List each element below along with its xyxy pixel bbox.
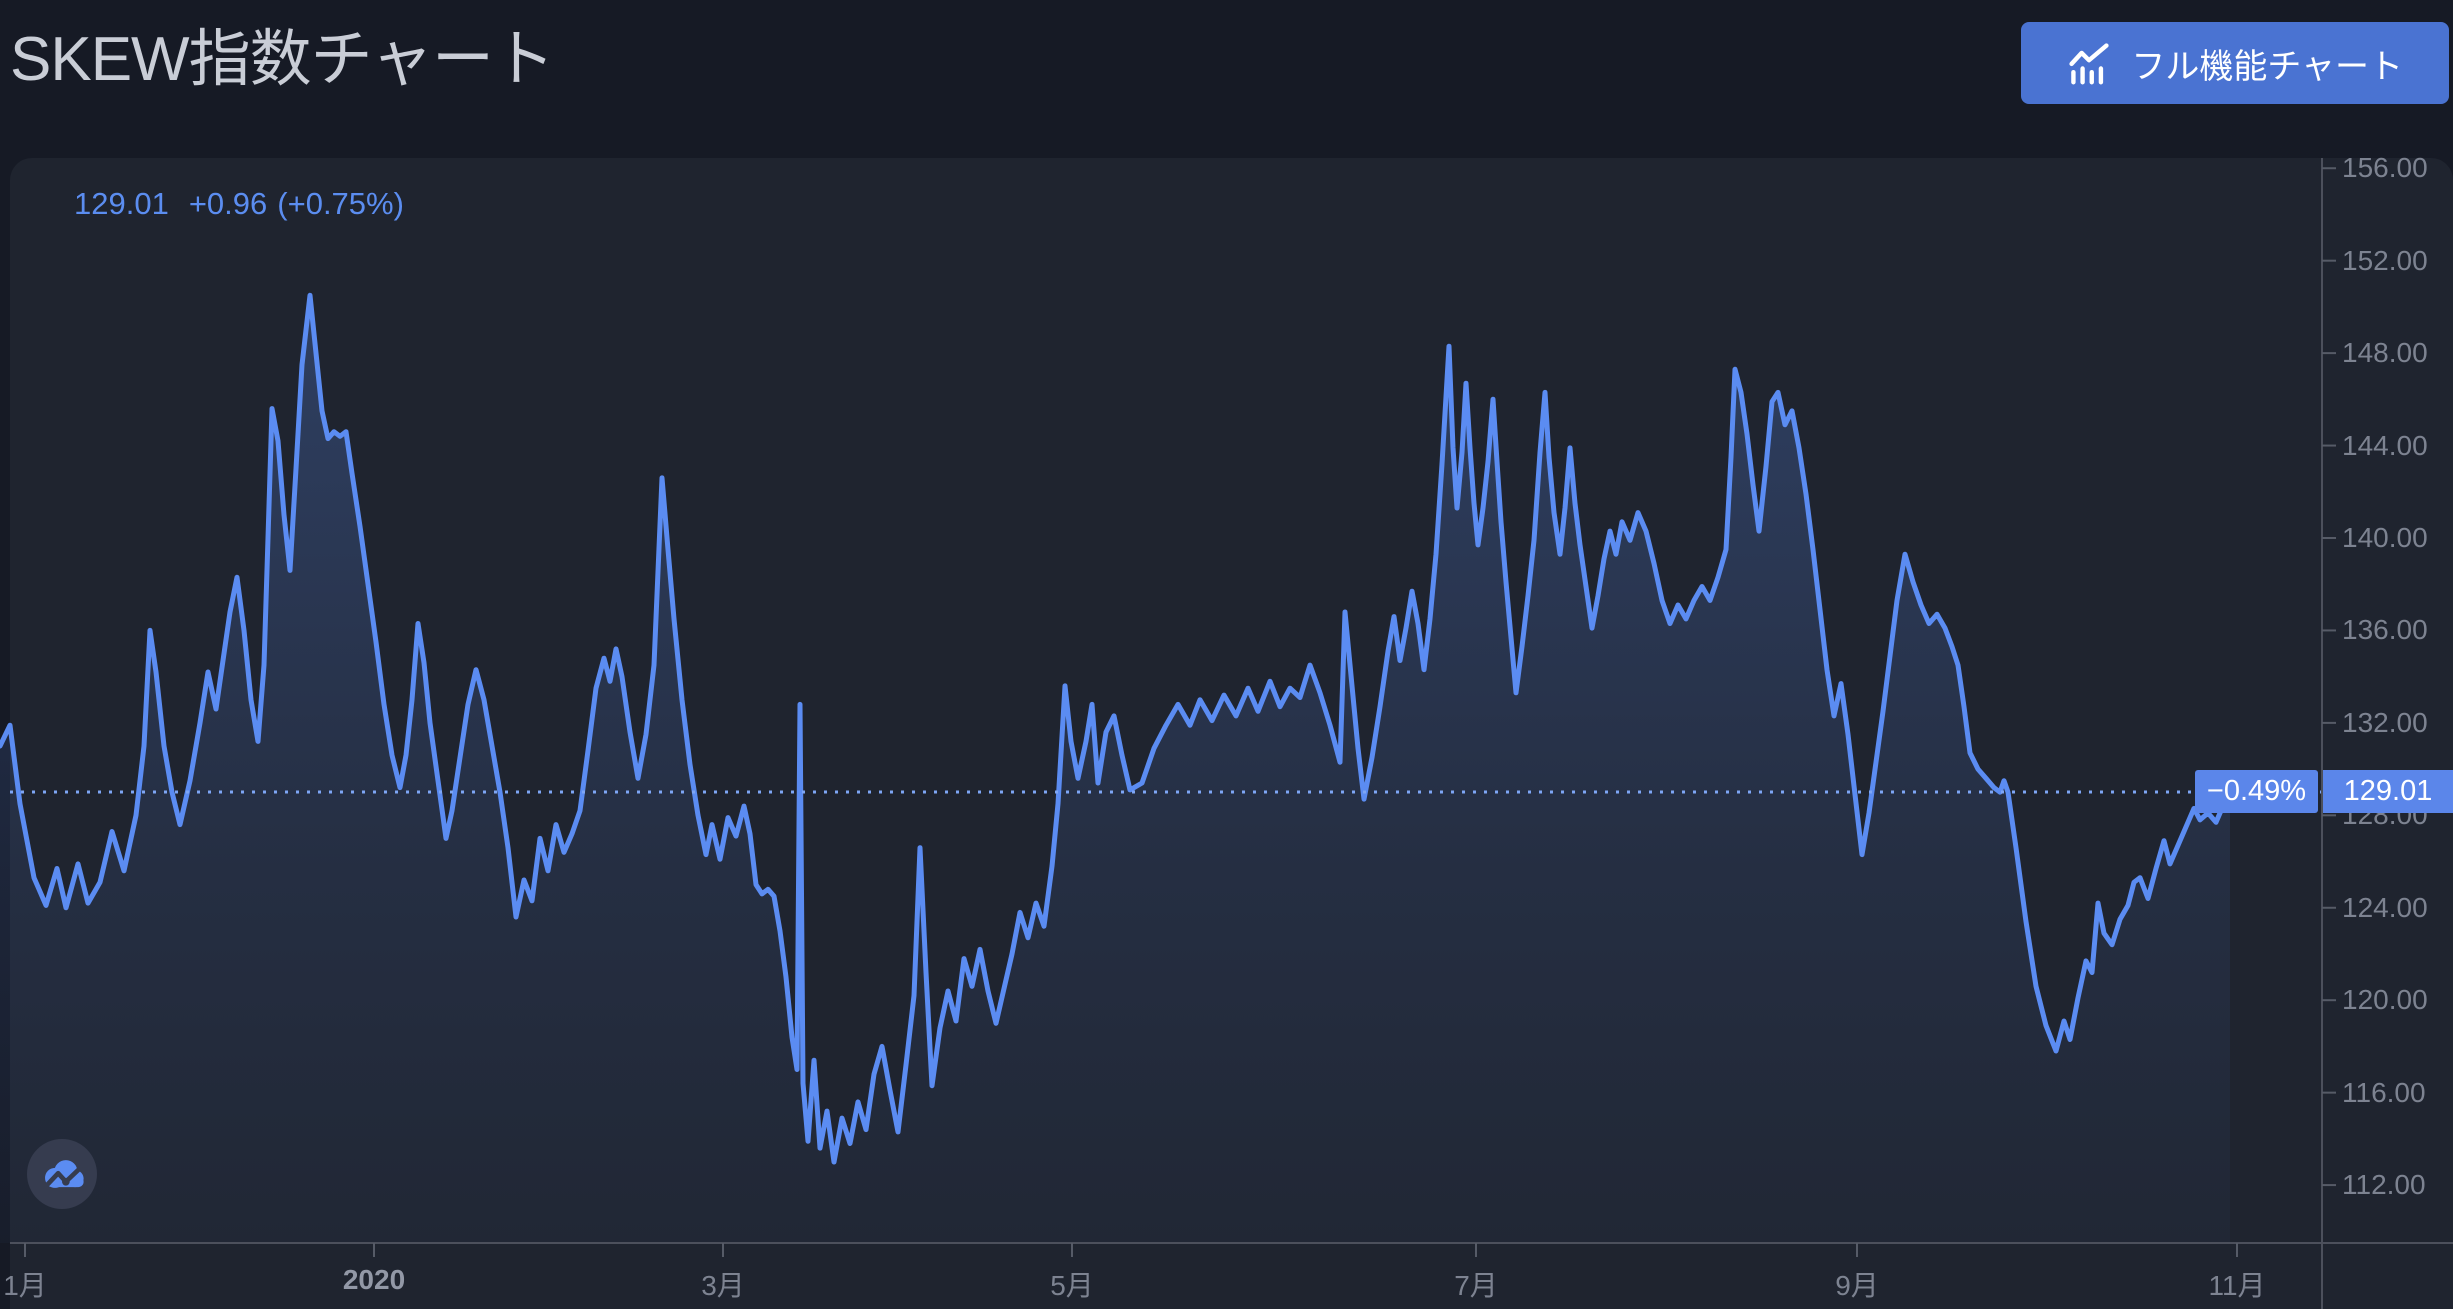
price-tick-label: 116.00 (2342, 1076, 2426, 1108)
time-tick-label: 2020 (342, 1264, 406, 1295)
price-tick-label: 124.00 (2342, 891, 2428, 923)
full-chart-button-label: フル機能チャート (2131, 47, 2403, 86)
time-tick-label: 9月 (1835, 1270, 1879, 1301)
price-tick-label: 140.00 (2342, 522, 2428, 553)
price-line (0, 292, 2233, 1165)
price-tick-label: 120.00 (2342, 984, 2428, 1016)
current-price-flag: 129.01 (2323, 770, 2453, 814)
combo-chart-icon (2069, 43, 2109, 85)
full-chart-button[interactable]: フル機能チャート (2021, 22, 2449, 104)
quote-change-percent: (+0.75%) (277, 186, 404, 221)
page-title: SKEW指数チャート (10, 25, 555, 94)
quote-price: 129.01 (74, 186, 169, 221)
price-tick-label: 144.00 (2342, 429, 2428, 461)
price-tick-label: 152.00 (2342, 244, 2428, 276)
price-tick-label: 148.00 (2342, 337, 2428, 369)
time-tick-label: 3月 (701, 1270, 745, 1301)
time-tick-label: 1月 (3, 1270, 47, 1301)
price-tick-label: 136.00 (2342, 614, 2428, 646)
price-tick-label: 112.00 (2342, 1169, 2426, 1201)
area-fill (0, 295, 2230, 1243)
change-percent-flag: −0.49% (2195, 770, 2318, 814)
tradingview-logo-button[interactable] (27, 1139, 97, 1209)
axis-tick-marks (24, 167, 2336, 1257)
time-tick-label: 7月 (1454, 1270, 1498, 1301)
quote-row: 129.01 +0.96 (+0.75%) (74, 186, 404, 222)
cloud-chart-icon (42, 1160, 84, 1190)
time-tick-label: 11月 (2208, 1270, 2266, 1301)
price-tick-label: 132.00 (2342, 706, 2428, 738)
quote-change: +0.96 (188, 186, 268, 221)
price-tick-label: 156.00 (2342, 152, 2428, 184)
time-tick-label: 5月 (1050, 1270, 1094, 1301)
